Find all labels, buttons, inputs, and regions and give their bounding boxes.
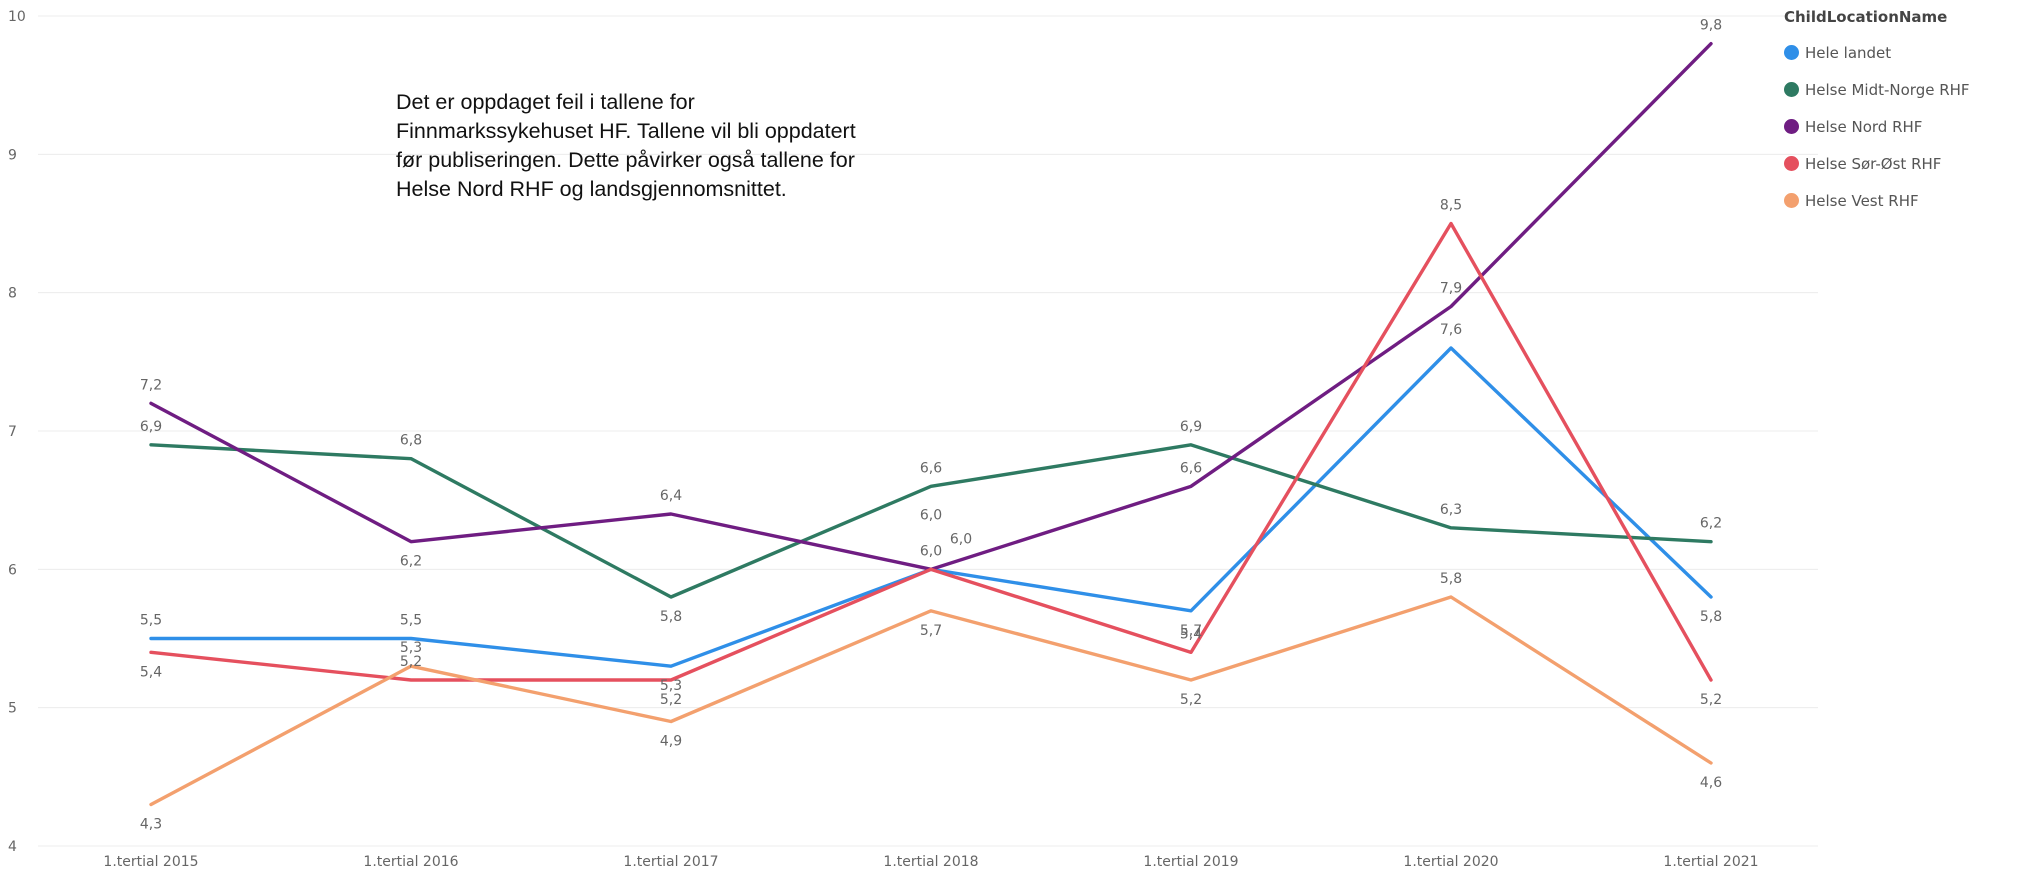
legend-item-helse-midt-norge[interactable]: Helse Midt-Norge RHF bbox=[1784, 71, 1970, 108]
data-label: 5,5 bbox=[140, 613, 162, 629]
data-label: 4,6 bbox=[1700, 775, 1722, 791]
data-label: 6,3 bbox=[1440, 502, 1462, 518]
data-label: 5,8 bbox=[1700, 609, 1722, 625]
legend: ChildLocationName Hele landet Helse Midt… bbox=[1784, 6, 1970, 219]
y-tick-label: 4 bbox=[8, 839, 17, 855]
legend-label: Helse Midt-Norge RHF bbox=[1805, 80, 1970, 99]
legend-item-helse-sor-ost[interactable]: Helse Sør-Øst RHF bbox=[1784, 145, 1970, 182]
x-tick-label: 1.tertial 2019 bbox=[1143, 854, 1238, 870]
series-line bbox=[149, 221, 1713, 682]
x-tick-label: 1.tertial 2018 bbox=[883, 854, 978, 870]
note-line-4: Helse Nord RHF og landsgjennomsnittet. bbox=[396, 177, 787, 201]
y-tick-label: 7 bbox=[8, 424, 17, 440]
data-label: 5,2 bbox=[400, 654, 422, 670]
y-tick-label: 9 bbox=[8, 147, 17, 163]
data-label: 5,3 bbox=[400, 640, 422, 656]
series-lines bbox=[149, 41, 1713, 807]
data-label: 6,9 bbox=[1180, 419, 1202, 435]
legend-marker bbox=[1784, 82, 1799, 97]
data-label: 6,6 bbox=[920, 460, 942, 476]
legend-label: Helse Nord RHF bbox=[1805, 117, 1923, 136]
data-label: 5,4 bbox=[1180, 626, 1202, 642]
note-line-2: Finnmarkssykehuset HF. Tallene vil bli o… bbox=[396, 119, 856, 143]
data-label: 6,8 bbox=[400, 433, 422, 449]
data-label: 5,2 bbox=[1180, 692, 1202, 708]
data-label: 8,5 bbox=[1440, 198, 1462, 214]
data-label: 6,2 bbox=[400, 554, 422, 570]
legend-label: Helse Vest RHF bbox=[1805, 191, 1919, 210]
data-label: 7,2 bbox=[140, 377, 162, 393]
data-label: 6,6 bbox=[1180, 460, 1202, 476]
data-label: 5,7 bbox=[1180, 623, 1202, 639]
legend-marker bbox=[1784, 193, 1799, 208]
data-label: 4,3 bbox=[140, 817, 162, 833]
data-label: 6,0 bbox=[950, 531, 972, 547]
data-label: 5,4 bbox=[140, 664, 162, 680]
y-tick-label: 5 bbox=[8, 701, 17, 717]
legend-item-helse-vest[interactable]: Helse Vest RHF bbox=[1784, 182, 1970, 219]
x-axis: 1.tertial 2015 1.tertial 2016 1.tertial 20… bbox=[103, 854, 1758, 870]
data-label: 6,9 bbox=[140, 419, 162, 435]
data-label: 7,6 bbox=[1440, 322, 1462, 338]
data-label: 6,0 bbox=[920, 543, 942, 559]
x-tick-label: 1.tertial 2021 bbox=[1663, 854, 1758, 870]
data-label: 5,3 bbox=[660, 678, 682, 694]
note-line-1: Det er oppdaget feil i tallene for bbox=[396, 90, 695, 114]
y-tick-label: 6 bbox=[8, 562, 17, 578]
legend-marker bbox=[1784, 45, 1799, 60]
legend-item-helse-nord[interactable]: Helse Nord RHF bbox=[1784, 108, 1970, 145]
y-tick-label: 10 bbox=[8, 9, 26, 25]
data-label: 6,2 bbox=[1700, 516, 1722, 532]
data-label: 5,8 bbox=[1440, 571, 1462, 587]
y-axis: 4 5 6 7 8 9 10 bbox=[8, 9, 26, 855]
legend-label: Helse Sør-Øst RHF bbox=[1805, 154, 1942, 173]
note-line-3: før publiseringen. Dette påvirker også t… bbox=[396, 148, 855, 172]
data-error-note: Det er oppdaget feil i tallene for Finnm… bbox=[396, 88, 936, 204]
data-labels: 5,5 5,5 5,3 6,0 5,7 7,6 5,8 6,9 6,8 5,8 6,6 6,9 6,3 6… bbox=[140, 18, 1722, 833]
x-tick-label: 1.tertial 2020 bbox=[1403, 854, 1498, 870]
data-label: 5,2 bbox=[1700, 692, 1722, 708]
data-label: 7,9 bbox=[1440, 281, 1462, 297]
series-line bbox=[149, 595, 1713, 807]
y-tick-label: 8 bbox=[8, 286, 17, 302]
series-line bbox=[149, 443, 1713, 599]
data-label: 4,9 bbox=[660, 734, 682, 750]
legend-title: ChildLocationName bbox=[1784, 8, 1948, 26]
x-tick-label: 1.tertial 2017 bbox=[623, 854, 718, 870]
legend-marker bbox=[1784, 119, 1799, 134]
legend-label: Hele landet bbox=[1805, 43, 1892, 62]
data-label: 9,8 bbox=[1700, 18, 1722, 34]
data-label: 5,5 bbox=[400, 613, 422, 629]
data-label: 5,7 bbox=[920, 623, 942, 639]
data-label: 6,0 bbox=[920, 507, 942, 523]
data-label: 5,2 bbox=[660, 692, 682, 708]
data-label: 5,8 bbox=[660, 609, 682, 625]
x-tick-label: 1.tertial 2016 bbox=[363, 854, 458, 870]
legend-marker bbox=[1784, 156, 1799, 171]
x-tick-label: 1.tertial 2015 bbox=[103, 854, 198, 870]
legend-item-hele-landet[interactable]: Hele landet bbox=[1784, 34, 1970, 71]
data-label: 6,4 bbox=[660, 488, 682, 504]
